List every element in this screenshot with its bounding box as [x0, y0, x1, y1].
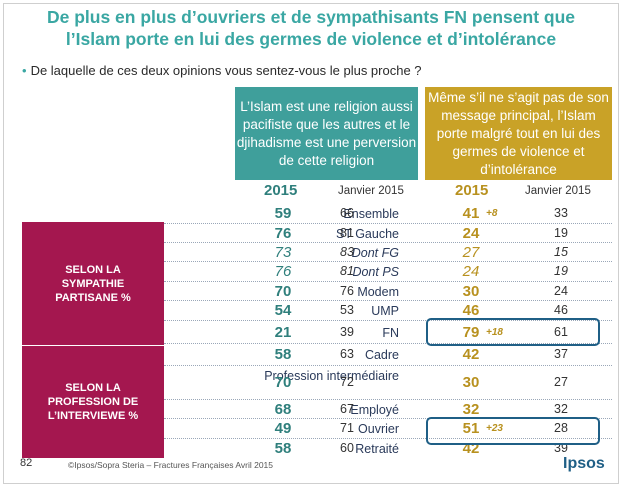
- value-opinion-b-january: 32: [554, 401, 568, 416]
- value-opinion-a-2015: 21: [274, 323, 292, 341]
- bullet-icon: •: [22, 63, 27, 78]
- source-credit: ©Ipsos/Sopra Steria – Fractures Français…: [68, 460, 274, 470]
- table-row: ST Gauche 76 81 24 19: [164, 223, 612, 243]
- question-text: De laquelle de ces deux opinions vous se…: [30, 63, 422, 78]
- value-opinion-b-2015: 24: [462, 262, 480, 280]
- value-opinion-b-january: 15: [554, 244, 568, 259]
- value-opinion-a-january: 72: [340, 375, 354, 389]
- value-opinion-b-january: 33: [554, 205, 568, 220]
- band-sympathie-partisane: SELON LA SYMPATHIE PARTISANE %: [22, 222, 164, 345]
- value-opinion-a-2015: 54: [274, 302, 292, 319]
- row-label: UMP: [371, 304, 399, 318]
- row-label: Dont PS: [352, 264, 399, 279]
- value-opinion-a-2015: 49: [274, 420, 292, 437]
- col-year-b: 2015: [455, 182, 489, 199]
- value-opinion-a-january: 60: [340, 441, 354, 455]
- value-opinion-b-january: 24: [554, 283, 568, 298]
- highlight-fn-row: [426, 318, 600, 346]
- value-opinion-b-2015: 51: [462, 420, 480, 437]
- table-row: Ensemble 59 66 41 +8 33: [164, 204, 612, 223]
- value-opinion-a-january: 39: [340, 324, 354, 339]
- value-opinion-a-january: 53: [340, 303, 354, 317]
- value-opinion-a-january: 83: [340, 244, 354, 259]
- value-opinion-b-2015: 79: [462, 323, 480, 341]
- value-opinion-a-2015: 73: [274, 243, 292, 261]
- table-row: Ouvrier 49 71 51 +23 28: [164, 418, 612, 439]
- row-label: Modem: [357, 284, 399, 299]
- col-january-a: Janvier 2015: [338, 185, 404, 197]
- row-label: FN: [382, 325, 399, 340]
- row-label: Ouvrier: [358, 422, 399, 436]
- ipsos-logo: Ipsos: [563, 455, 605, 472]
- row-label: Retraité: [355, 442, 399, 456]
- row-label: Cadre: [364, 348, 399, 362]
- header-opinion-a: L’Islam est une religion aussi pacifiste…: [235, 87, 418, 180]
- value-opinion-a-january: 71: [340, 421, 354, 435]
- slide-title-line-1: De plus en plus d’ouvriers et de sympath…: [46, 7, 576, 27]
- col-january-b: Janvier 2015: [525, 185, 591, 197]
- table-row: Employé 68 67 32 32: [164, 399, 612, 419]
- table-row: Dont PS 76 81 24 19: [164, 261, 612, 281]
- value-opinion-a-2015: 70: [274, 282, 292, 300]
- value-opinion-b-2015: 41: [462, 204, 480, 222]
- row-label: Employé: [350, 402, 399, 417]
- value-opinion-b-january: 46: [554, 303, 568, 317]
- value-opinion-b-2015: 30: [462, 374, 480, 391]
- value-opinion-a-2015: 76: [274, 224, 292, 242]
- survey-question: • De laquelle de ces deux opinions vous s…: [22, 63, 422, 78]
- value-opinion-b-2015: 32: [462, 400, 480, 418]
- value-opinion-b-2015: 42: [462, 346, 480, 363]
- col-year-a: 2015: [264, 182, 298, 199]
- value-opinion-a-2015: 59: [274, 204, 292, 222]
- value-opinion-b-2015: 24: [462, 224, 480, 242]
- value-opinion-b-2015: 30: [462, 282, 480, 300]
- table-row: UMP 54 53 46 46: [164, 300, 612, 321]
- band-sympathie-text: SELON LA SYMPATHIE PARTISANE %: [55, 263, 131, 304]
- value-opinion-b-2015: 46: [462, 302, 480, 319]
- table-row: Profession intermédiaire 70 72 30 27: [164, 365, 612, 400]
- band-profession-text: SELON LA PROFESSION DE L’INTERVIEWE %: [47, 382, 139, 422]
- value-opinion-b-january: 19: [554, 225, 568, 240]
- value-opinion-b-january: 61: [554, 324, 568, 339]
- slide-frame: [3, 3, 619, 484]
- highlight-ouvrier-row: [426, 417, 600, 445]
- value-opinion-b-2015: 27: [462, 243, 480, 261]
- change-badge: +23: [486, 423, 503, 434]
- value-opinion-a-2015: 58: [274, 346, 292, 363]
- table-row: Cadre 58 63 42 37: [164, 343, 612, 366]
- value-opinion-a-january: 63: [340, 347, 354, 361]
- header-opinion-a-text: L’Islam est une religion aussi pacifiste…: [236, 98, 417, 168]
- header-opinion-b-text: Même s’il ne s’agit pas de son message p…: [428, 89, 609, 177]
- slide-title-line-2: l’Islam porte en lui des germes de viole…: [65, 29, 557, 49]
- table-row: Dont FG 73 83 27 15: [164, 242, 612, 262]
- table-row: FN 21 39 79 +18 61: [164, 320, 612, 344]
- value-opinion-b-january: 19: [554, 263, 568, 278]
- value-opinion-a-january: 81: [340, 263, 354, 278]
- change-badge: +18: [486, 326, 503, 338]
- band-profession: SELON LA PROFESSION DE L’INTERVIEWE %: [22, 345, 164, 458]
- row-label: Dont FG: [351, 245, 399, 260]
- value-opinion-b-january: 37: [554, 347, 568, 361]
- value-opinion-a-january: 76: [340, 283, 354, 298]
- value-opinion-a-2015: 70: [274, 374, 292, 391]
- table-row: Modem 70 76 30 24: [164, 281, 612, 301]
- value-opinion-a-january: 66: [340, 205, 354, 220]
- value-opinion-b-january: 27: [554, 375, 568, 389]
- value-opinion-a-2015: 58: [274, 440, 292, 457]
- value-opinion-a-2015: 76: [274, 262, 292, 280]
- row-label: Ensemble: [343, 206, 399, 221]
- value-opinion-a-january: 67: [340, 401, 354, 416]
- header-opinion-b: Même s’il ne s’agit pas de son message p…: [425, 87, 612, 180]
- change-badge: +8: [486, 207, 498, 219]
- row-label: ST Gauche: [335, 226, 399, 241]
- value-opinion-a-2015: 68: [274, 400, 292, 418]
- value-opinion-b-january: 28: [554, 421, 568, 435]
- row-label: Profession intermédiaire: [264, 369, 399, 383]
- value-opinion-a-january: 81: [340, 225, 354, 240]
- page-number: 82: [20, 457, 33, 469]
